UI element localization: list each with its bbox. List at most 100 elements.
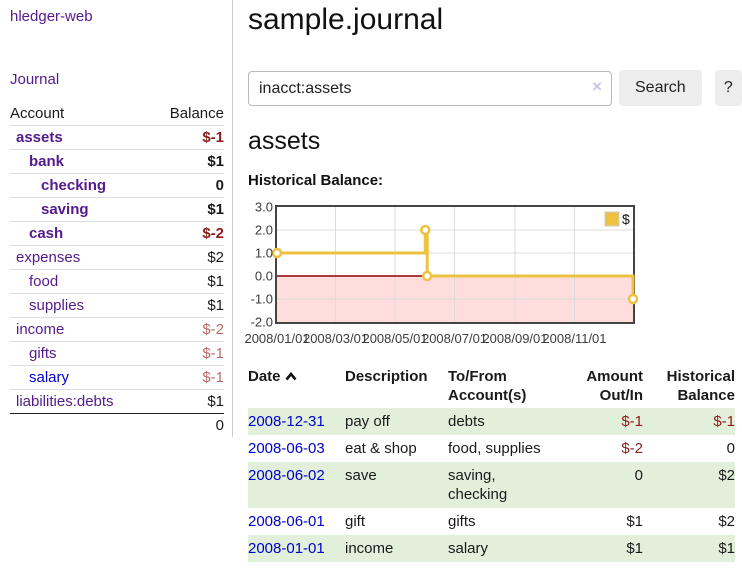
- accounts-total-spacer: [10, 413, 151, 437]
- transaction-accounts: gifts: [448, 513, 476, 530]
- account-link[interactable]: salary: [29, 369, 70, 386]
- register-header-date: Date: [248, 364, 345, 408]
- sort-ascending-icon: [285, 367, 297, 386]
- x-axis-tick-label: 2008/09/01: [482, 331, 547, 346]
- account-row: food $1: [10, 269, 224, 294]
- transaction-balance: $-1: [713, 413, 735, 430]
- transaction-date-link[interactable]: 2008-01-01: [248, 540, 325, 557]
- register-row: 2008-06-03 eat & shop food, supplies $-2 0: [248, 435, 735, 462]
- account-heading: assets: [248, 127, 321, 155]
- account-row: bank $1: [10, 149, 224, 174]
- transaction-date-link[interactable]: 2008-06-01: [248, 513, 325, 530]
- register-row: 2008-06-02 save saving, checking 0 $2: [248, 462, 735, 508]
- y-axis-tick-label: 0.0: [255, 269, 273, 284]
- transaction-date-link[interactable]: 2008-12-31: [248, 413, 325, 430]
- page-title: sample.journal: [248, 3, 444, 36]
- chart-heading: Historical Balance:: [248, 172, 384, 189]
- legend-label: $: [622, 211, 630, 227]
- y-axis-tick-label: 1.0: [255, 246, 273, 261]
- data-point-marker: [420, 224, 431, 236]
- account-link[interactable]: saving: [41, 201, 89, 218]
- account-balance: $1: [150, 269, 224, 294]
- account-row: income $-2: [10, 317, 224, 342]
- x-axis-tick-label: 2008/05/01: [362, 331, 427, 346]
- transaction-balance: $2: [718, 467, 735, 484]
- data-point-marker: [627, 293, 639, 305]
- x-axis-tick-label: 2008/03/01: [303, 331, 368, 346]
- balance-column-header: Balance: [150, 102, 224, 126]
- transaction-description: eat & shop: [345, 440, 417, 457]
- account-balance: $1: [207, 393, 224, 410]
- account-link[interactable]: bank: [29, 153, 65, 170]
- transaction-accounts: debts: [448, 413, 485, 430]
- register-row: 2008-01-01 income salary $1 $1: [248, 535, 735, 562]
- account-balance: $-2: [150, 221, 224, 246]
- clear-search-icon[interactable]: ×: [592, 77, 602, 96]
- register-header-description: Description: [345, 368, 428, 385]
- transaction-accounts: saving, checking: [448, 467, 508, 503]
- legend-swatch: [604, 211, 620, 227]
- accounts-column-header: Account: [10, 102, 151, 126]
- account-row: liabilities:debts $1: [10, 390, 224, 414]
- y-axis-tick-label: 2.0: [255, 223, 273, 238]
- account-link[interactable]: checking: [41, 177, 107, 194]
- transaction-description: income: [345, 540, 394, 557]
- account-balance: $-2: [150, 317, 224, 342]
- y-axis-tick-label: -2.0: [251, 315, 273, 330]
- account-balance: $1: [150, 293, 224, 318]
- account-row: cash $-2: [10, 221, 224, 246]
- transaction-amount: $1: [626, 513, 643, 530]
- account-link[interactable]: expenses: [16, 249, 81, 266]
- account-row: gifts $-1: [10, 341, 224, 366]
- transaction-balance: 0: [726, 440, 735, 457]
- register-header-balance: Historical Balance: [666, 368, 735, 404]
- transaction-description: pay off: [345, 413, 390, 430]
- transaction-amount: 0: [634, 467, 643, 484]
- accounts-total-value: 0: [150, 413, 224, 437]
- account-balance: $-1: [150, 341, 224, 366]
- account-balance: $-1: [150, 125, 224, 150]
- account-balance: 0: [150, 173, 224, 198]
- search-bar: × Search ?: [248, 70, 742, 106]
- account-link[interactable]: gifts: [29, 345, 57, 362]
- x-axis-tick-label: 2008/07/01: [422, 331, 487, 346]
- account-link[interactable]: cash: [29, 225, 64, 242]
- accounts-balance-table: Account Balance assets $-1 bank $1 checking 0…: [10, 102, 224, 437]
- transaction-description: save: [345, 467, 377, 484]
- register-header-accounts: To/From Account(s): [448, 368, 527, 404]
- sidebar-item-journal[interactable]: Journal: [10, 71, 60, 88]
- account-link[interactable]: assets: [16, 129, 63, 146]
- transaction-date-link[interactable]: 2008-06-02: [248, 467, 325, 484]
- data-point-marker: [271, 247, 283, 259]
- account-link[interactable]: supplies: [29, 297, 85, 314]
- plot-border: [275, 205, 635, 324]
- y-axis-tick-label: 3.0: [255, 200, 273, 215]
- help-button[interactable]: ?: [714, 70, 742, 106]
- account-row: assets $-1: [10, 125, 224, 150]
- x-axis-tick-label: 2008/01/01: [244, 331, 309, 346]
- transaction-amount: $-1: [621, 413, 643, 430]
- transaction-accounts: food, supplies: [448, 440, 541, 457]
- register-row: 2008-12-31 pay off debts $-1 $-1: [248, 408, 735, 435]
- account-link[interactable]: income: [16, 321, 65, 338]
- account-row: salary $-1: [10, 365, 224, 390]
- sidebar-nav: Journal: [10, 71, 224, 89]
- account-balance: $2: [150, 245, 224, 270]
- sidebar: hledger-web Journal Account Balance asse…: [0, 0, 233, 437]
- transaction-description: gift: [345, 513, 366, 530]
- account-row: saving $1: [10, 197, 224, 222]
- account-link[interactable]: food: [29, 273, 59, 290]
- brand-link[interactable]: hledger-web: [10, 8, 93, 25]
- transaction-date-link[interactable]: 2008-06-03: [248, 440, 325, 457]
- account-link[interactable]: liabilities:debts: [16, 393, 114, 410]
- search-input[interactable]: [248, 71, 612, 106]
- accounts-total-row: 0: [10, 413, 224, 437]
- account-row: checking 0: [10, 173, 224, 198]
- search-button[interactable]: Search: [619, 70, 702, 106]
- main-content: sample.journal × Search ? assets Histori…: [240, 0, 742, 562]
- account-row: expenses $2: [10, 245, 224, 270]
- account-row: supplies $1: [10, 293, 224, 318]
- transaction-amount: $-2: [621, 440, 643, 457]
- data-point-marker: [421, 270, 433, 282]
- transaction-amount: $1: [626, 540, 643, 557]
